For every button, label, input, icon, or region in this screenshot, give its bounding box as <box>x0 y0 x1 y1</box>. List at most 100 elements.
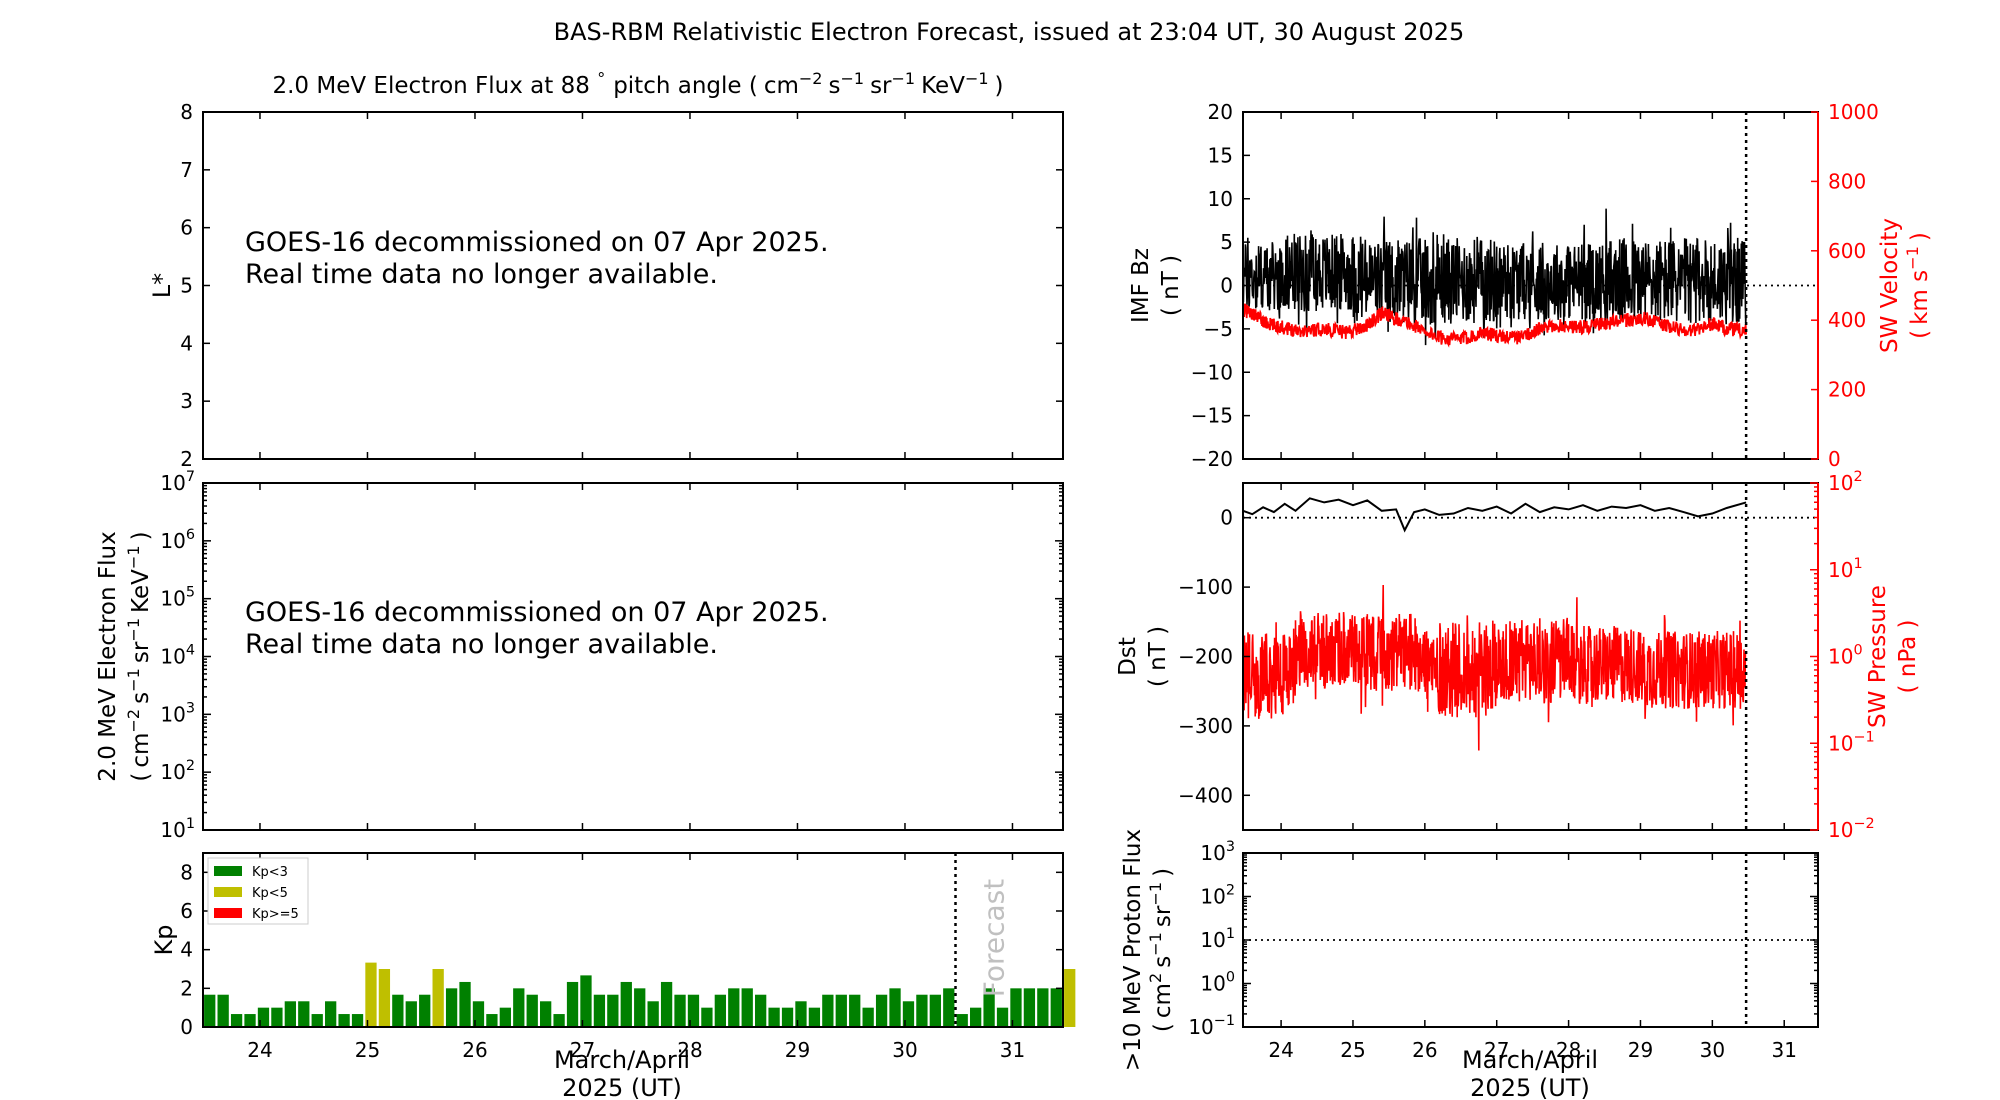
sw-velocity-label: SW Velocity <box>1877 218 1903 353</box>
imf-y2tick-label: 0 <box>1828 447 1841 471</box>
kp-bar <box>916 994 928 1027</box>
kp-bar <box>1010 988 1022 1027</box>
kp-bar <box>351 1014 364 1027</box>
kp-bar <box>607 994 619 1027</box>
kp-xtick-label-30: 30 <box>892 1038 917 1062</box>
kp-bar <box>1050 988 1062 1027</box>
kp-bar <box>620 981 632 1027</box>
kp-ytick-label-6: 6 <box>180 899 193 923</box>
proton-ytick-label: 102 <box>1200 883 1235 909</box>
kp-bar <box>338 1014 350 1027</box>
dst-ylabel: Dst <box>1115 637 1141 676</box>
electron-flux-panel: 101 102 103 104 105 106 107 2.0 MeV Electron Fl… <box>95 469 1064 842</box>
kp-legend-swatch-0 <box>214 866 242 876</box>
kp-plot-frame <box>202 852 1064 1028</box>
figure-title: BAS-RBM Relativistic Electron Forecast, … <box>554 18 1465 46</box>
proton-ytick-label: 100 <box>1200 970 1235 996</box>
kp-bar <box>284 1001 296 1027</box>
dst-ytick-label: 0 <box>1220 506 1233 530</box>
imf-ytick-label: 5 <box>1220 230 1233 254</box>
kp-bar <box>1023 988 1036 1027</box>
kp-bar <box>687 994 700 1027</box>
kp-xtick-label-28: 28 <box>677 1038 702 1062</box>
proton-xtick-label-28: 28 <box>1556 1038 1581 1062</box>
lstar-ytick-label-2: 2 <box>180 447 193 471</box>
kp-bar <box>472 1001 485 1027</box>
imf-bz-series <box>1242 208 1747 346</box>
dst-y2tick-label: 10−2 <box>1828 816 1875 842</box>
dst-y2tick-label: 101 <box>1828 556 1863 582</box>
eflux-ytick-label-3: 104 <box>160 643 195 669</box>
lstar-ytick-label-6: 6 <box>180 216 193 240</box>
dst-ytick-label: −300 <box>1178 714 1233 738</box>
kp-bar <box>445 988 458 1027</box>
kp-ylabel: Kp <box>150 925 178 956</box>
proton-ytick-label: 103 <box>1200 839 1235 865</box>
kp-xtick-label-25: 25 <box>355 1038 380 1062</box>
kp-xlabel-line1: March/April <box>554 1046 690 1074</box>
lstar-ytick-label-3: 3 <box>180 389 193 413</box>
eflux-ylabel: 2.0 MeV Electron Flux <box>95 531 121 781</box>
kp-bar <box>1037 988 1049 1027</box>
proton-ylabel-units: (cm2s−1sr−1) <box>1146 868 1176 1032</box>
kp-bar <box>365 962 377 1027</box>
kp-bar <box>835 994 847 1027</box>
dst-ytick-label: −400 <box>1178 783 1233 807</box>
kp-legend-swatch-1 <box>214 887 242 897</box>
lstar-notice-line2: Real time data no longer available. <box>245 259 719 290</box>
proton-xtick-label-30: 30 <box>1700 1038 1725 1062</box>
kp-bar <box>271 1007 283 1027</box>
kp-bar <box>513 988 525 1027</box>
proton-xtick-label-31: 31 <box>1771 1038 1796 1062</box>
lstar-ytick-label-7: 7 <box>180 158 193 182</box>
kp-bar <box>486 1014 498 1027</box>
proton-ytick-label: 10−1 <box>1188 1013 1235 1039</box>
sw-pressure-series <box>1242 584 1747 751</box>
kp-bar <box>204 994 216 1027</box>
kp-bar <box>660 981 673 1027</box>
lstar-ylabel: L* <box>148 273 176 298</box>
kp-xtick-label-26: 26 <box>462 1038 487 1062</box>
kp-bar <box>311 1014 323 1027</box>
kp-bar <box>956 1014 968 1027</box>
kp-legend-label-1: Kp<5 <box>252 886 288 901</box>
kp-bar <box>674 994 686 1027</box>
kp-bar <box>325 1001 337 1027</box>
proton-xlabel-line1: March/April <box>1462 1046 1598 1074</box>
sw-velocity-series <box>1242 303 1747 348</box>
kp-bar <box>808 1007 821 1027</box>
dst-y2tick-label: 102 <box>1828 469 1863 495</box>
kp-bar <box>714 994 726 1027</box>
lstar-notice-line1: GOES-16 decommissioned on 07 Apr 2025. <box>245 227 829 258</box>
sw-pressure-units: ( nPa ) <box>1895 619 1921 693</box>
imf-y2tick-label: 200 <box>1828 378 1866 402</box>
lstar-notice: GOES-16 decommissioned on 07 Apr 2025. R… <box>245 227 829 291</box>
kp-bar <box>405 1001 417 1027</box>
eflux-ytick-label-2: 103 <box>160 700 195 726</box>
proton-plot-frame <box>1242 852 1819 1028</box>
proton-xtick-label-29: 29 <box>1628 1038 1653 1062</box>
kp-bar <box>580 975 592 1027</box>
sw-pressure-label: SW Pressure <box>1865 585 1891 728</box>
kp-bar <box>875 994 888 1027</box>
dst-ylabel-units: ( nT ) <box>1145 626 1171 687</box>
kp-legend: Kp<3 Kp<5 Kp>=5 <box>207 857 309 925</box>
kp-bar <box>566 981 579 1027</box>
kp-legend-label-0: Kp<3 <box>252 865 288 880</box>
imf-ytick-label: 20 <box>1208 100 1233 124</box>
kp-bar <box>526 994 538 1027</box>
proton-xtick-label-26: 26 <box>1412 1038 1437 1062</box>
kp-bar <box>701 1007 713 1027</box>
imf-ytick-label: −5 <box>1204 317 1233 341</box>
kp-bar <box>741 988 753 1027</box>
eflux-notice-line1: GOES-16 decommissioned on 07 Apr 2025. <box>245 597 829 628</box>
kp-bar <box>1064 969 1076 1027</box>
kp-bar <box>849 994 861 1027</box>
kp-bar <box>378 969 391 1027</box>
lstar-panel-title: 2.0 MeV Electron Flux at 88 ° pitch angle… <box>272 69 1003 99</box>
imf-ytick-label: −20 <box>1191 447 1233 471</box>
eflux-ytick-label-4: 105 <box>160 585 195 611</box>
